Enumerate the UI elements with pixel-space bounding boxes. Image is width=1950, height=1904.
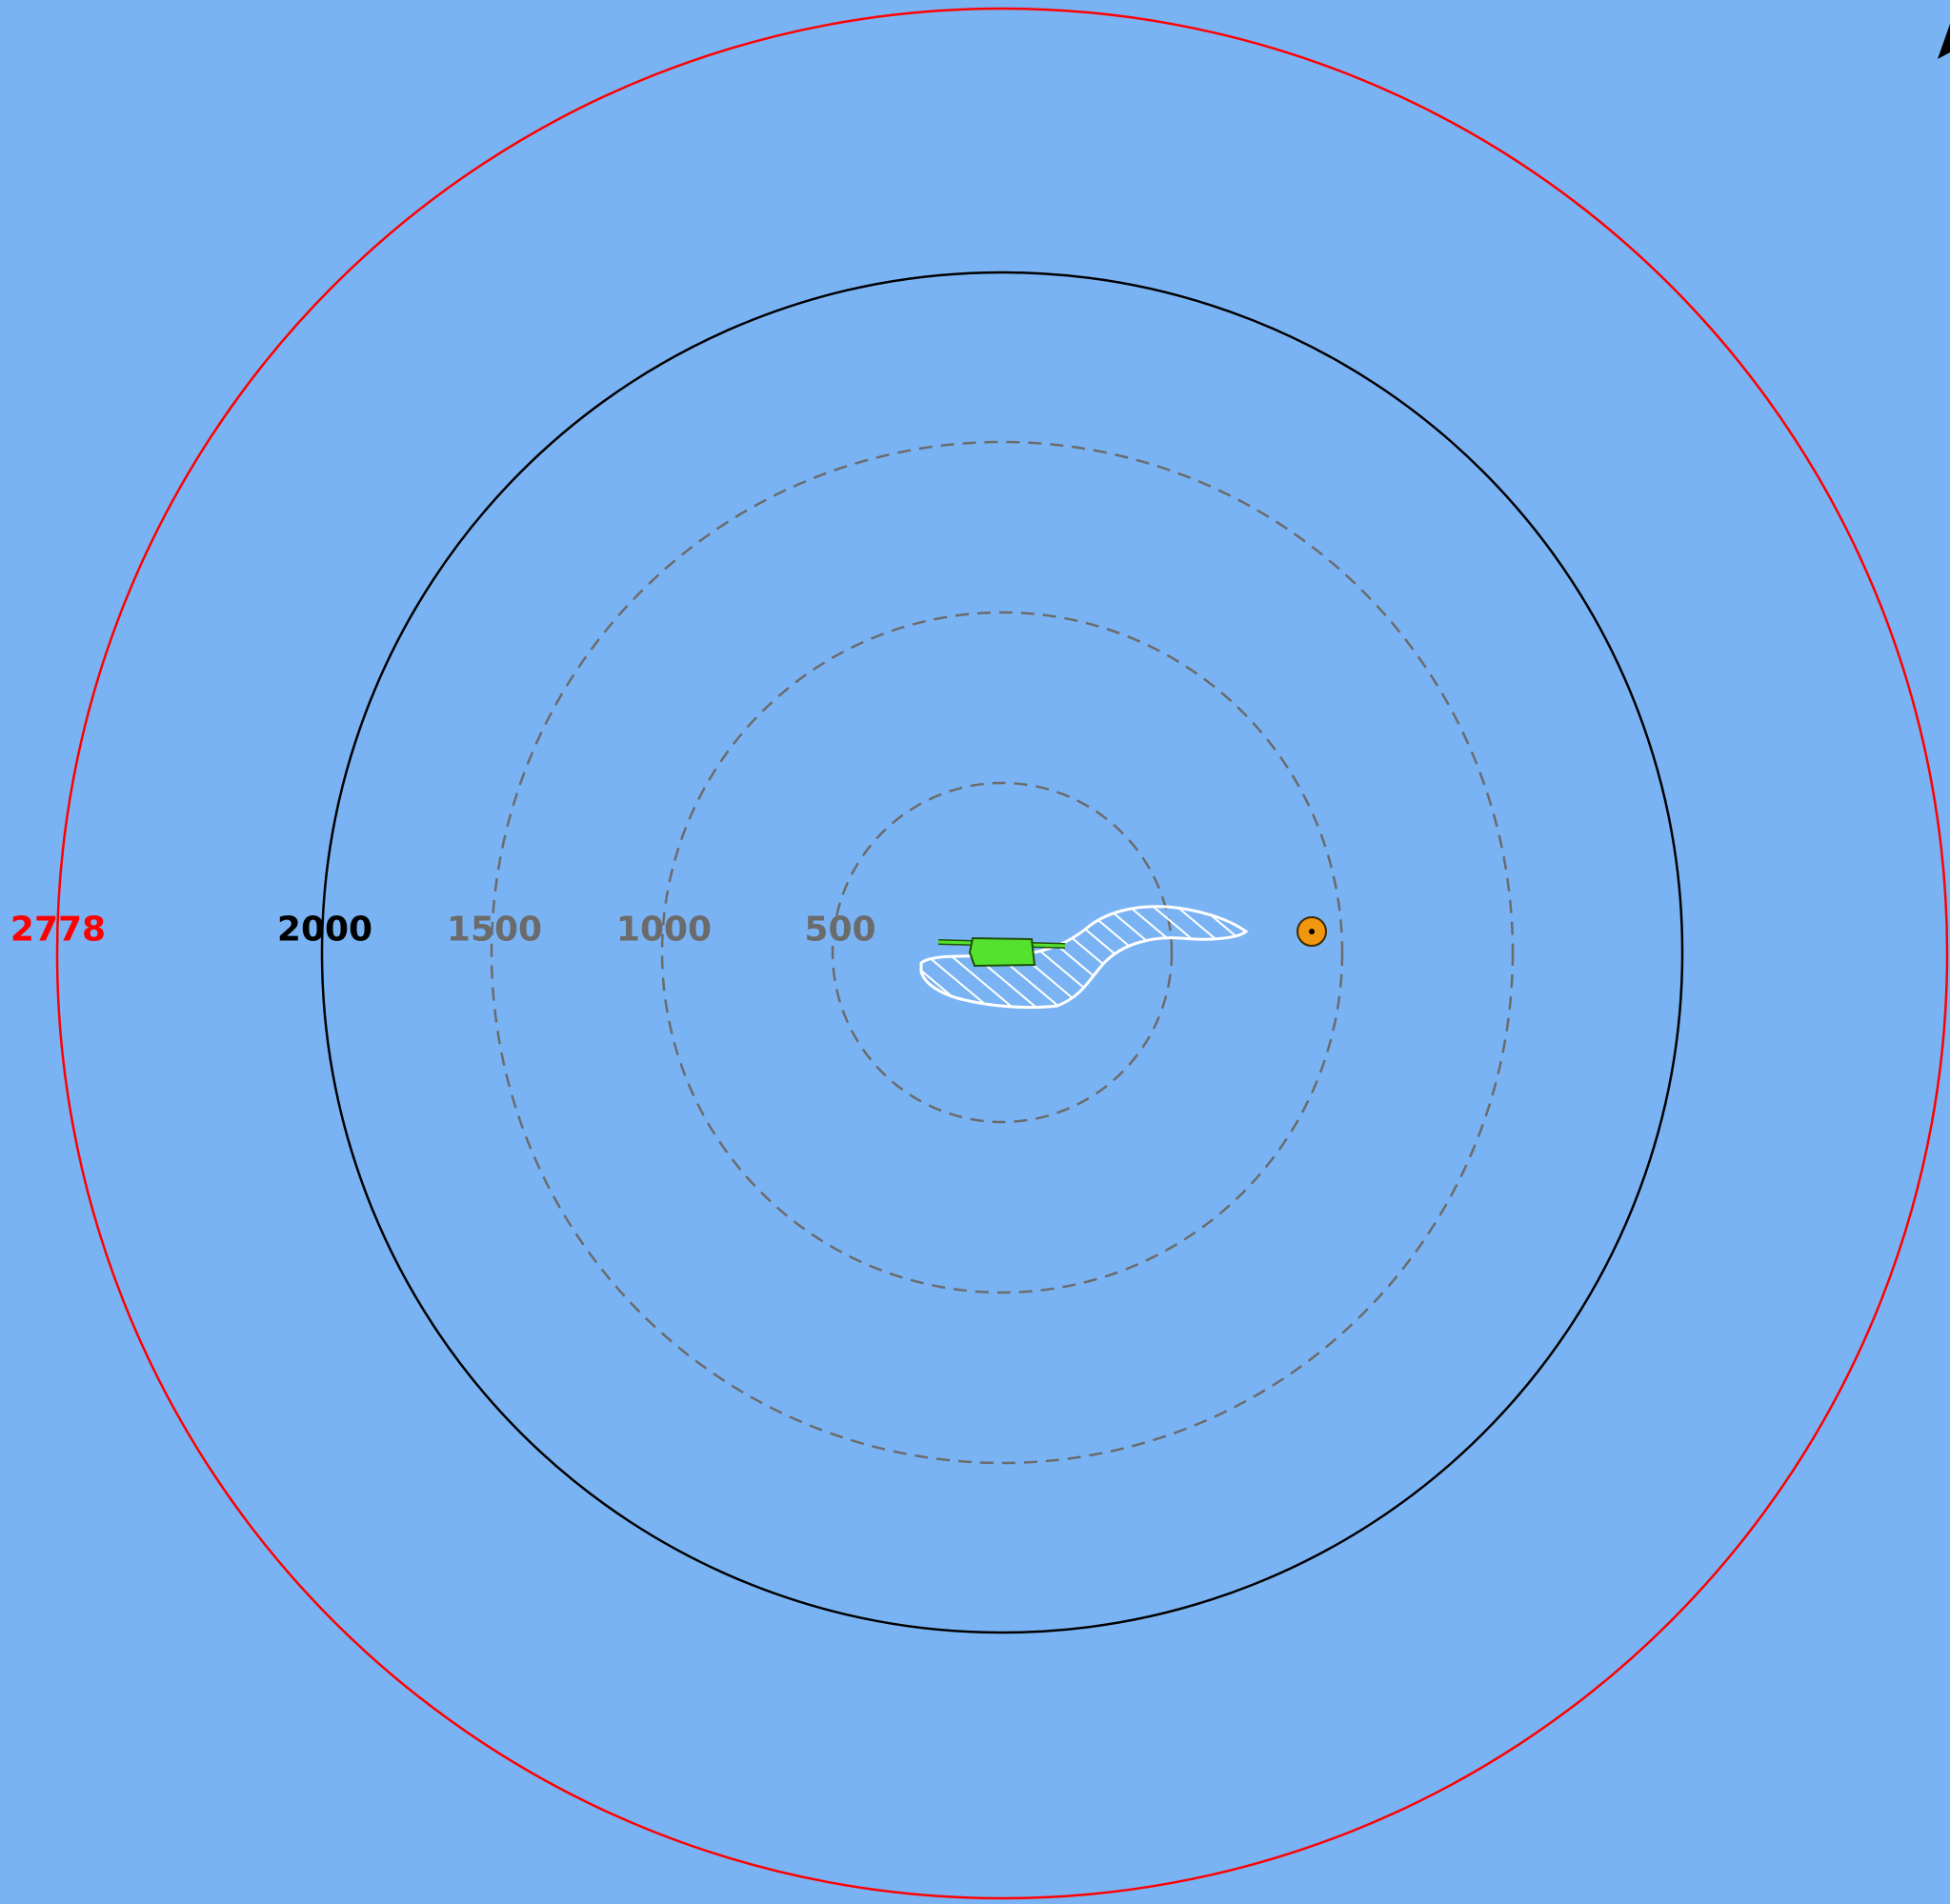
ring-label-500: 500 <box>804 911 875 950</box>
green-vessel-icon <box>937 936 1066 968</box>
range-ring-1000 <box>660 611 1344 1294</box>
range-ring-2778 <box>55 7 1949 1900</box>
ring-label-1500: 1500 <box>447 911 542 950</box>
ring-label-2000: 2000 <box>277 911 372 950</box>
hatched-zone-icon <box>919 905 1249 1010</box>
north-arrow-icon <box>1938 24 1950 59</box>
orange-target-icon <box>1297 916 1327 947</box>
ring-label-2778: 2778 <box>10 911 106 950</box>
range-ring-2000 <box>320 271 1684 1634</box>
range-ring-500 <box>831 781 1174 1124</box>
range-ring-1500 <box>490 440 1515 1465</box>
ring-label-1000: 1000 <box>616 911 712 950</box>
